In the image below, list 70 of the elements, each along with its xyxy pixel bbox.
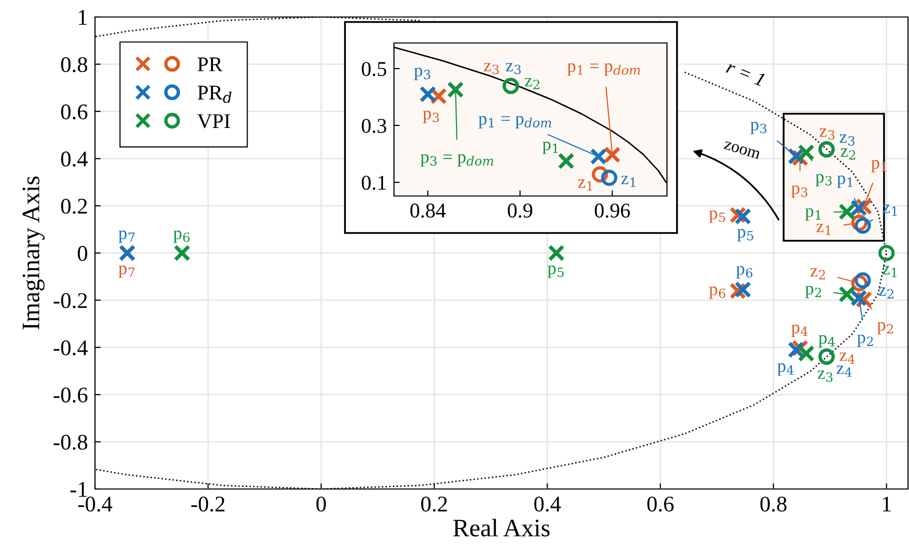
annotation: p$_{3}$	[750, 122, 766, 134]
x-tick-label: 0	[316, 496, 326, 512]
annotation: p$_{3}$	[422, 110, 439, 124]
annotation: p$_{2}$	[805, 286, 821, 298]
legend-label: PR$_{d}$	[198, 86, 232, 103]
annotation: p$_{4}$	[818, 335, 835, 348]
annotation: z$_{4}$	[840, 352, 855, 364]
annotation: z$_{1}$	[578, 179, 592, 191]
y-tick-label: -0.2	[54, 293, 87, 308]
annotation: z$_{2}$	[524, 78, 540, 90]
annotation: p$_{1}$ = p$_{dom}$	[567, 63, 640, 76]
annotation: z$_{3}$	[818, 370, 832, 382]
y-tick-label: 0.3	[362, 118, 386, 133]
annotation: z$_{2}$	[878, 287, 894, 299]
x-tick-label: 0.2	[421, 496, 447, 512]
annotation: p$_{4}$	[791, 324, 808, 338]
y-tick-label: 0.6	[61, 104, 88, 120]
annotation: p$_{6}$	[736, 266, 752, 278]
annotation: p$_{1}$	[805, 208, 820, 221]
annotation: p$_{3}$ = p$_{dom}$	[420, 154, 494, 167]
y-tick-label: 0.8	[61, 57, 88, 72]
x-axis-title: Real Axis	[453, 518, 550, 536]
x-tick-label: 0.96	[594, 204, 630, 218]
x-tick-label: 1	[882, 496, 891, 512]
annotation: z$_{1}$	[816, 224, 830, 235]
y-tick-label: -0.6	[54, 388, 88, 403]
annotation: zoom	[724, 141, 761, 160]
annotation: p$_{5}$	[709, 210, 726, 223]
annotation: z$_{3}$	[820, 128, 834, 140]
y-tick-label: 0	[78, 246, 88, 261]
annotation: p$_{3}$	[791, 185, 808, 198]
annotation: z$_{3}$	[484, 62, 499, 74]
x-tick-label: 0.8	[760, 496, 786, 512]
annotation: p$_{5}$	[737, 228, 754, 242]
x-tick-label: 0.4	[534, 496, 561, 512]
y-tick-label: 0.1	[362, 176, 386, 190]
y-tick-label: 0.4	[61, 152, 88, 167]
annotation: p$_{2}$	[877, 322, 893, 334]
annotation: p$_{7}$	[118, 230, 135, 243]
annotation: p$_{2}$	[857, 334, 873, 347]
x-tick-label: 0.6	[647, 496, 674, 512]
annotation: p$_{6}$	[709, 286, 726, 299]
y-tick-label: 0.5	[362, 62, 386, 76]
y-tick-label: 1	[78, 10, 87, 25]
annotation: p$_{1}$	[542, 142, 558, 154]
annotation: z$_{2}$	[840, 148, 856, 160]
annotation: z$_{4}$	[836, 366, 852, 377]
annotation: z$_{1}$	[621, 176, 636, 187]
annotation: z$_{3}$	[840, 134, 854, 146]
x-tick-label: 0.84	[410, 204, 446, 218]
annotation: p$_{1}$ = p$_{dom}$	[478, 116, 552, 128]
annotation: z$_{1}$	[882, 266, 897, 278]
y-tick-label: -0.8	[54, 434, 88, 450]
y-tick-label: -1	[70, 482, 87, 497]
annotation: p$_{6}$	[173, 230, 190, 243]
annotation: p$_{1}$	[837, 175, 852, 188]
annotation: r = 1	[726, 60, 766, 86]
annotation: p$_{3}$	[414, 68, 430, 80]
annotation: p$_{5}$	[548, 266, 564, 278]
annotation: p$_{3}$	[816, 174, 832, 186]
annotation: z$_{2}$	[810, 268, 825, 280]
x-tick-label: -0.2	[191, 496, 224, 512]
y-axis-title: Imaginary Axis	[22, 176, 45, 330]
legend-label: VPI	[197, 114, 230, 128]
annotation: z$_{3}$	[506, 62, 521, 74]
annotation: p$_{7}$	[118, 266, 135, 278]
annotation: p$_{4}$	[777, 363, 794, 376]
y-tick-label: -0.4	[54, 340, 88, 356]
x-tick-label: 0.9	[508, 204, 532, 218]
legend-label: PR	[198, 58, 223, 72]
